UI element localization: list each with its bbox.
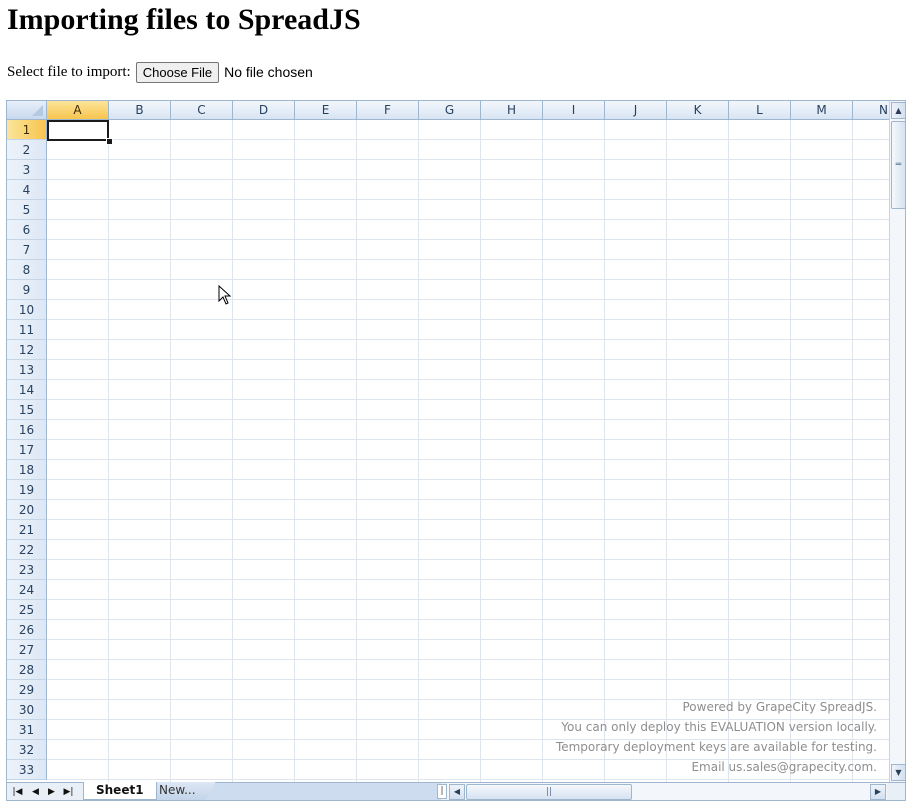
sheet-tab-bar: |◀ ◀ ▶ ▶| New... Sheet1 | ◀ || ▶ (7, 782, 905, 800)
watermark-line: Email us.sales@grapecity.com. (691, 760, 877, 774)
row-header-1[interactable]: 1 (7, 120, 47, 140)
row-header-33[interactable]: 33 (7, 760, 47, 780)
column-header-h[interactable]: H (481, 101, 543, 120)
row-header-27[interactable]: 27 (7, 640, 47, 660)
scroll-down-icon[interactable]: ▼ (891, 764, 905, 781)
column-header-g[interactable]: G (419, 101, 481, 120)
horizontal-scroll-thumb[interactable]: || (466, 784, 632, 800)
page-title: Importing files to SpreadJS (7, 3, 361, 36)
import-label: Select file to import: (7, 63, 131, 80)
row-header-19[interactable]: 19 (7, 480, 47, 500)
column-header-b[interactable]: B (109, 101, 171, 120)
row-header-21[interactable]: 21 (7, 520, 47, 540)
next-sheet-icon[interactable]: ▶ (48, 787, 55, 797)
row-header-16[interactable]: 16 (7, 420, 47, 440)
tab-split-handle[interactable]: | (437, 784, 447, 799)
row-header-22[interactable]: 22 (7, 540, 47, 560)
horizontal-scrollbar[interactable]: ◀ || ▶ (447, 783, 887, 800)
new-sheet-tab[interactable]: New... (147, 782, 216, 800)
row-header-11[interactable]: 11 (7, 320, 47, 340)
watermark-line: Powered by GrapeCity SpreadJS. (682, 700, 877, 714)
row-header-31[interactable]: 31 (7, 720, 47, 740)
row-header-18[interactable]: 18 (7, 460, 47, 480)
row-header-6[interactable]: 6 (7, 220, 47, 240)
row-header-2[interactable]: 2 (7, 140, 47, 160)
active-cell-A1[interactable] (47, 120, 109, 141)
row-header-9[interactable]: 9 (7, 280, 47, 300)
scroll-left-icon[interactable]: ◀ (449, 784, 465, 800)
last-sheet-icon[interactable]: ▶| (63, 787, 74, 797)
column-header-d[interactable]: D (233, 101, 295, 120)
row-header-3[interactable]: 3 (7, 160, 47, 180)
row-header-32[interactable]: 32 (7, 740, 47, 760)
tab-strip-background (201, 783, 441, 800)
no-file-status: No file chosen (224, 64, 313, 80)
column-header-n[interactable]: N (853, 101, 889, 120)
column-header-l[interactable]: L (729, 101, 791, 120)
sheet-tab-sheet1[interactable]: Sheet1 (83, 782, 157, 800)
watermark-line: You can only deploy this EVALUATION vers… (561, 720, 877, 734)
row-header-12[interactable]: 12 (7, 340, 47, 360)
row-header-5[interactable]: 5 (7, 200, 47, 220)
previous-sheet-icon[interactable]: ◀ (32, 787, 39, 797)
scroll-up-icon[interactable]: ▲ (891, 102, 905, 119)
column-header-c[interactable]: C (171, 101, 233, 120)
row-header-7[interactable]: 7 (7, 240, 47, 260)
watermark-line: Temporary deployment keys are available … (555, 740, 877, 754)
row-header-29[interactable]: 29 (7, 680, 47, 700)
mouse-pointer-icon (218, 285, 232, 305)
vertical-scrollbar[interactable]: ▲ ═ ▼ (889, 101, 905, 782)
first-sheet-icon[interactable]: |◀ (12, 787, 23, 797)
evaluation-watermark: Powered by GrapeCity SpreadJS. You can o… (556, 697, 877, 777)
row-header-30[interactable]: 30 (7, 700, 47, 720)
file-import-row: Select file to import: Choose File No fi… (7, 61, 313, 83)
row-header-20[interactable]: 20 (7, 500, 47, 520)
column-header-k[interactable]: K (667, 101, 729, 120)
column-header-f[interactable]: F (357, 101, 419, 120)
row-header-14[interactable]: 14 (7, 380, 47, 400)
row-header-26[interactable]: 26 (7, 620, 47, 640)
select-all-corner[interactable] (7, 101, 47, 120)
row-header-13[interactable]: 13 (7, 360, 47, 380)
column-header-e[interactable]: E (295, 101, 357, 120)
scroll-right-icon[interactable]: ▶ (870, 784, 886, 800)
column-header-m[interactable]: M (791, 101, 853, 120)
row-header-24[interactable]: 24 (7, 580, 47, 600)
row-header-8[interactable]: 8 (7, 260, 47, 280)
row-header-bar: 1 2 3 4 5 6 7 8 9 10 11 12 13 14 15 16 17 18 19 20 21 22 23 24 2… (7, 120, 47, 782)
fill-handle[interactable] (106, 138, 113, 145)
choose-file-button[interactable]: Choose File (135, 61, 220, 83)
vertical-scroll-thumb[interactable]: ═ (891, 121, 905, 209)
row-header-4[interactable]: 4 (7, 180, 47, 200)
row-header-28[interactable]: 28 (7, 660, 47, 680)
corner-triangle-icon (32, 105, 43, 116)
cell-grid[interactable] (47, 120, 889, 782)
row-header-25[interactable]: 25 (7, 600, 47, 620)
row-header-23[interactable]: 23 (7, 560, 47, 580)
column-header-i[interactable]: I (543, 101, 605, 120)
column-header-a[interactable]: A (47, 101, 109, 120)
row-header-10[interactable]: 10 (7, 300, 47, 320)
row-header-17[interactable]: 17 (7, 440, 47, 460)
row-header-15[interactable]: 15 (7, 400, 47, 420)
column-header-j[interactable]: J (605, 101, 667, 120)
